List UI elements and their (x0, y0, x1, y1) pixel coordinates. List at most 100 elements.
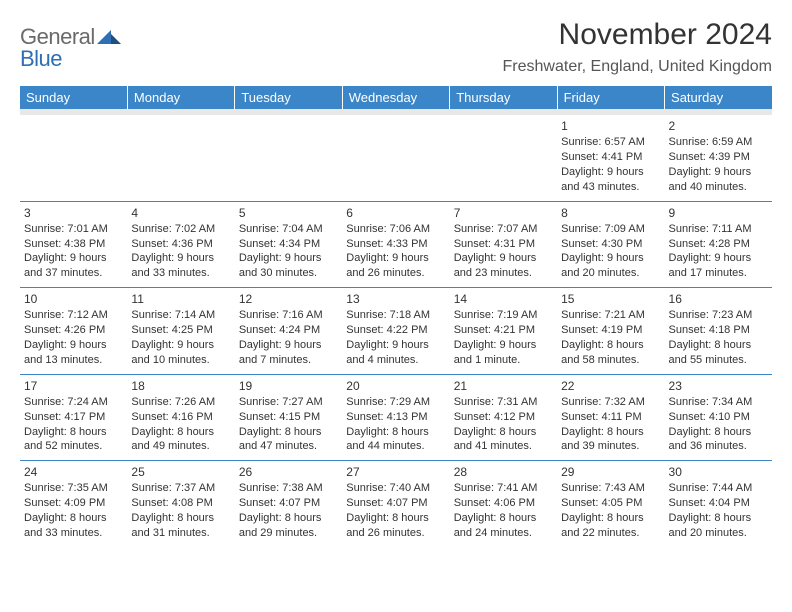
day-cell: 19Sunrise: 7:27 AMSunset: 4:15 PMDayligh… (235, 374, 342, 461)
daylight-line: and 47 minutes. (239, 439, 338, 454)
day-number: 12 (239, 291, 338, 307)
sunset-line: Sunset: 4:41 PM (561, 150, 660, 165)
daylight-line: Daylight: 8 hours (669, 425, 768, 440)
daylight-line: Daylight: 9 hours (669, 165, 768, 180)
sunrise-line: Sunrise: 7:06 AM (346, 222, 445, 237)
sunrise-line: Sunrise: 7:23 AM (669, 308, 768, 323)
sunset-line: Sunset: 4:19 PM (561, 323, 660, 338)
daylight-line: Daylight: 9 hours (239, 251, 338, 266)
week-row: 3Sunrise: 7:01 AMSunset: 4:38 PMDaylight… (20, 201, 772, 288)
daylight-line: and 10 minutes. (131, 353, 230, 368)
daylight-line: Daylight: 8 hours (346, 425, 445, 440)
sunset-line: Sunset: 4:18 PM (669, 323, 768, 338)
daylight-line: Daylight: 8 hours (24, 511, 123, 526)
day-header: Sunday (20, 86, 127, 109)
daylight-line: Daylight: 8 hours (239, 425, 338, 440)
day-cell: 14Sunrise: 7:19 AMSunset: 4:21 PMDayligh… (450, 288, 557, 375)
sunrise-line: Sunrise: 7:27 AM (239, 395, 338, 410)
daylight-line: and 49 minutes. (131, 439, 230, 454)
day-cell (450, 115, 557, 201)
day-number: 24 (24, 464, 123, 480)
sunset-line: Sunset: 4:30 PM (561, 237, 660, 252)
day-number: 13 (346, 291, 445, 307)
day-cell: 3Sunrise: 7:01 AMSunset: 4:38 PMDaylight… (20, 201, 127, 288)
day-cell: 1Sunrise: 6:57 AMSunset: 4:41 PMDaylight… (557, 115, 664, 201)
daylight-line: and 31 minutes. (131, 526, 230, 541)
daylight-line: Daylight: 8 hours (561, 338, 660, 353)
daylight-line: and 4 minutes. (346, 353, 445, 368)
day-cell: 6Sunrise: 7:06 AMSunset: 4:33 PMDaylight… (342, 201, 449, 288)
day-number: 26 (239, 464, 338, 480)
day-cell (20, 115, 127, 201)
day-number: 14 (454, 291, 553, 307)
day-cell: 21Sunrise: 7:31 AMSunset: 4:12 PMDayligh… (450, 374, 557, 461)
daylight-line: and 24 minutes. (454, 526, 553, 541)
day-number: 7 (454, 205, 553, 221)
daylight-line: Daylight: 9 hours (131, 338, 230, 353)
daylight-line: Daylight: 8 hours (561, 511, 660, 526)
sunset-line: Sunset: 4:08 PM (131, 496, 230, 511)
day-cell: 5Sunrise: 7:04 AMSunset: 4:34 PMDaylight… (235, 201, 342, 288)
daylight-line: and 43 minutes. (561, 180, 660, 195)
day-number: 29 (561, 464, 660, 480)
day-number: 1 (561, 118, 660, 134)
daylight-line: Daylight: 9 hours (239, 338, 338, 353)
day-cell: 11Sunrise: 7:14 AMSunset: 4:25 PMDayligh… (127, 288, 234, 375)
sunset-line: Sunset: 4:12 PM (454, 410, 553, 425)
day-number: 4 (131, 205, 230, 221)
daylight-line: Daylight: 9 hours (669, 251, 768, 266)
daylight-line: Daylight: 8 hours (561, 425, 660, 440)
sunrise-line: Sunrise: 7:24 AM (24, 395, 123, 410)
sunrise-line: Sunrise: 7:35 AM (24, 481, 123, 496)
sunrise-line: Sunrise: 7:16 AM (239, 308, 338, 323)
sunset-line: Sunset: 4:24 PM (239, 323, 338, 338)
sunrise-line: Sunrise: 7:43 AM (561, 481, 660, 496)
day-cell: 16Sunrise: 7:23 AMSunset: 4:18 PMDayligh… (665, 288, 772, 375)
sunset-line: Sunset: 4:28 PM (669, 237, 768, 252)
daylight-line: Daylight: 8 hours (346, 511, 445, 526)
sunrise-line: Sunrise: 7:04 AM (239, 222, 338, 237)
week-row: 17Sunrise: 7:24 AMSunset: 4:17 PMDayligh… (20, 374, 772, 461)
day-number: 21 (454, 378, 553, 394)
day-cell: 2Sunrise: 6:59 AMSunset: 4:39 PMDaylight… (665, 115, 772, 201)
sunrise-line: Sunrise: 7:34 AM (669, 395, 768, 410)
brand-line2: Blue (20, 46, 95, 72)
daylight-line: Daylight: 9 hours (561, 251, 660, 266)
daylight-line: and 33 minutes. (131, 266, 230, 281)
week-row: 10Sunrise: 7:12 AMSunset: 4:26 PMDayligh… (20, 288, 772, 375)
daylight-line: and 36 minutes. (669, 439, 768, 454)
daylight-line: Daylight: 8 hours (454, 425, 553, 440)
brand-text: General Blue (20, 24, 95, 72)
day-number: 30 (669, 464, 768, 480)
week-row: 1Sunrise: 6:57 AMSunset: 4:41 PMDaylight… (20, 115, 772, 201)
week-row: 24Sunrise: 7:35 AMSunset: 4:09 PMDayligh… (20, 461, 772, 547)
sunset-line: Sunset: 4:07 PM (346, 496, 445, 511)
sunset-line: Sunset: 4:26 PM (24, 323, 123, 338)
sunrise-line: Sunrise: 7:01 AM (24, 222, 123, 237)
day-cell: 30Sunrise: 7:44 AMSunset: 4:04 PMDayligh… (665, 461, 772, 547)
daylight-line: Daylight: 8 hours (131, 425, 230, 440)
title-block: November 2024 Freshwater, England, Unite… (503, 18, 772, 76)
daylight-line: and 33 minutes. (24, 526, 123, 541)
day-cell: 4Sunrise: 7:02 AMSunset: 4:36 PMDaylight… (127, 201, 234, 288)
daylight-line: Daylight: 9 hours (346, 251, 445, 266)
daylight-line: Daylight: 8 hours (669, 511, 768, 526)
day-number: 16 (669, 291, 768, 307)
header: General Blue November 2024 Freshwater, E… (20, 18, 772, 76)
daylight-line: and 52 minutes. (24, 439, 123, 454)
daylight-line: Daylight: 9 hours (24, 251, 123, 266)
day-cell: 25Sunrise: 7:37 AMSunset: 4:08 PMDayligh… (127, 461, 234, 547)
day-cell: 20Sunrise: 7:29 AMSunset: 4:13 PMDayligh… (342, 374, 449, 461)
sunset-line: Sunset: 4:15 PM (239, 410, 338, 425)
sunset-line: Sunset: 4:33 PM (346, 237, 445, 252)
daylight-line: Daylight: 8 hours (131, 511, 230, 526)
daylight-line: and 44 minutes. (346, 439, 445, 454)
day-cell: 18Sunrise: 7:26 AMSunset: 4:16 PMDayligh… (127, 374, 234, 461)
sunset-line: Sunset: 4:38 PM (24, 237, 123, 252)
day-number: 28 (454, 464, 553, 480)
sunrise-line: Sunrise: 7:44 AM (669, 481, 768, 496)
day-cell: 13Sunrise: 7:18 AMSunset: 4:22 PMDayligh… (342, 288, 449, 375)
daylight-line: Daylight: 9 hours (24, 338, 123, 353)
day-cell: 29Sunrise: 7:43 AMSunset: 4:05 PMDayligh… (557, 461, 664, 547)
daylight-line: and 17 minutes. (669, 266, 768, 281)
